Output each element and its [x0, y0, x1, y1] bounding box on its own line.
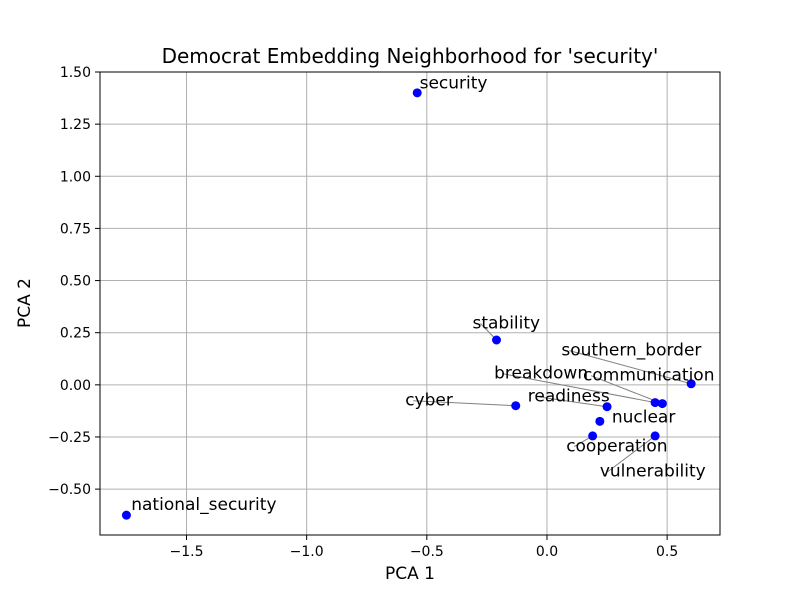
- y-axis-ticks: −0.50 −0.25 0.00 0.25 0.50 0.75 1.00 1.25 1.50: [48, 65, 100, 498]
- point-southern-border: [686, 379, 696, 389]
- y-tick-label: −0.25: [48, 430, 91, 446]
- y-tick-label: 0.50: [60, 274, 91, 290]
- label-southern-border: southern_border: [561, 341, 701, 361]
- leader-line-readiness: [535, 396, 608, 408]
- y-tick-label: 0.00: [60, 378, 91, 394]
- point-national-security: [121, 510, 131, 520]
- point-security: [412, 88, 422, 98]
- label-cyber: cyber: [405, 391, 453, 411]
- point-stability: [492, 335, 502, 345]
- y-axis-label: PCA 2: [15, 278, 35, 328]
- label-readiness: readiness: [528, 387, 610, 407]
- data-points: [121, 88, 696, 520]
- y-tick-label: −0.50: [48, 482, 91, 498]
- label-cooperation: cooperation: [566, 437, 667, 457]
- y-tick-label: 1.00: [60, 169, 91, 185]
- point-communication: [657, 399, 667, 409]
- label-breakdown: breakdown: [494, 364, 588, 384]
- y-tick-label: 1.50: [60, 65, 91, 81]
- point-cooperation: [588, 431, 598, 441]
- leader-line-communication: [590, 375, 663, 405]
- chart-title: Democrat Embedding Neighborhood for 'sec…: [162, 44, 659, 68]
- x-tick-label: −1.5: [170, 544, 204, 560]
- x-tick-label: 0.0: [536, 544, 558, 560]
- label-nuclear: nuclear: [612, 407, 675, 427]
- label-vulnerability: vulnerability: [600, 462, 706, 482]
- x-axis-ticks: −1.5 −1.0 −0.5 0.0 0.5: [170, 535, 678, 560]
- point-readiness: [602, 402, 612, 412]
- leader-line-southern-border: [569, 350, 692, 385]
- x-tick-label: 0.5: [656, 544, 678, 560]
- point-labels: security stability southern_border communic…: [131, 74, 714, 515]
- x-axis-label: PCA 1: [385, 564, 435, 584]
- leader-line-cyber: [413, 400, 516, 407]
- leader-line-breakdown: [502, 373, 656, 404]
- point-vulnerability: [650, 431, 660, 441]
- y-tick-label: 1.25: [60, 117, 91, 133]
- label-security: security: [420, 74, 488, 94]
- label-stability: stability: [472, 314, 540, 334]
- point-cyber: [511, 401, 521, 411]
- label-communication: communication: [583, 366, 714, 386]
- point-breakdown: [650, 398, 660, 408]
- y-tick-label: 0.25: [60, 326, 91, 342]
- x-tick-label: −0.5: [410, 544, 444, 560]
- label-national-security: national_security: [131, 495, 276, 515]
- point-nuclear: [595, 416, 605, 426]
- plot-frame: [99, 71, 721, 536]
- x-tick-label: −1.0: [290, 544, 324, 560]
- y-tick-label: 0.75: [60, 221, 91, 237]
- leader-line-vulnerability: [607, 435, 656, 473]
